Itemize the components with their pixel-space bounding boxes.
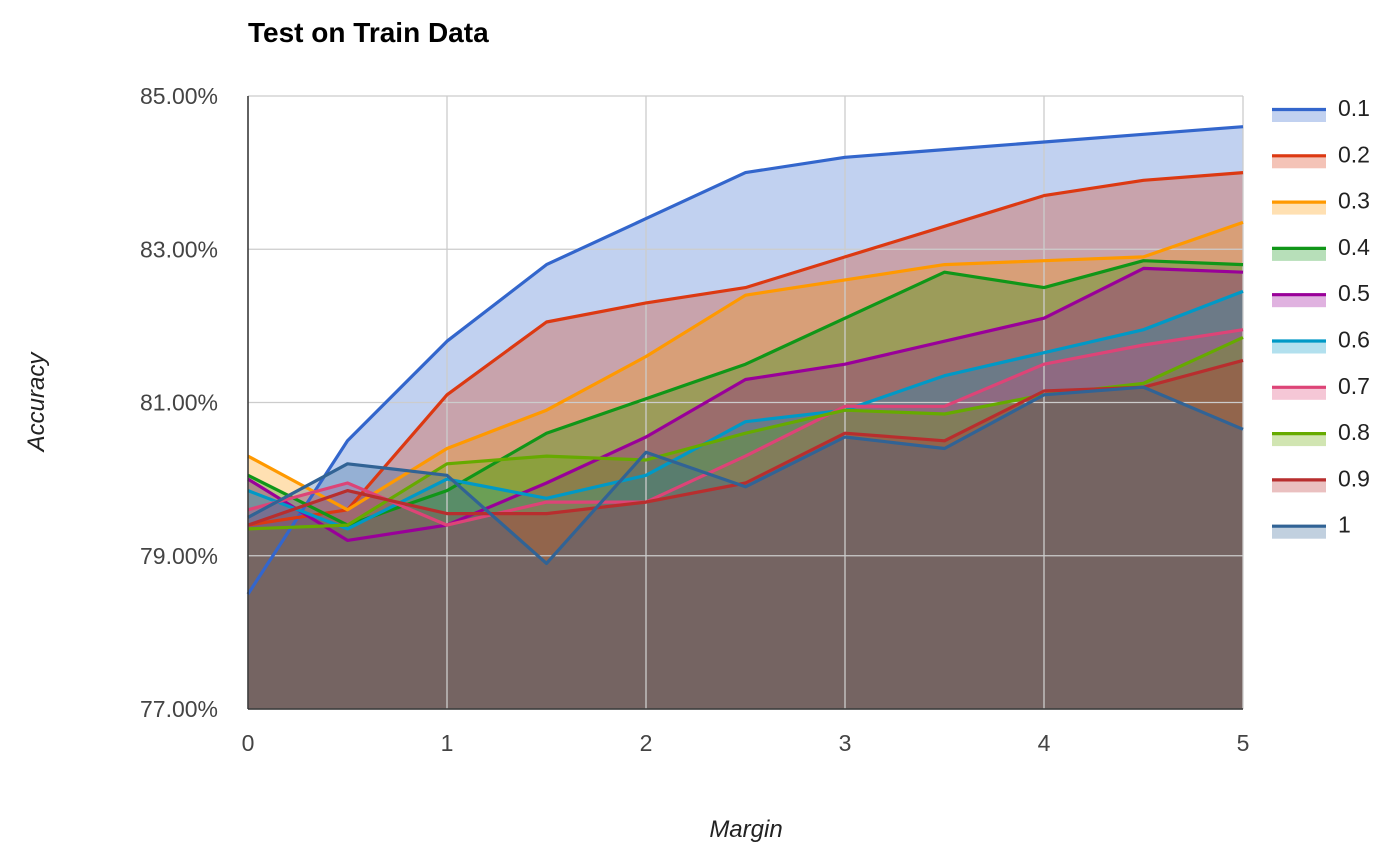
line-series-0.3 bbox=[247, 220, 1244, 512]
area-series-0.2 bbox=[248, 172, 1243, 710]
area-series-0.8 bbox=[248, 337, 1243, 709]
legend-swatch bbox=[1272, 246, 1326, 261]
y-tick-label: 81.00% bbox=[140, 390, 218, 416]
line-series-0.6 bbox=[247, 289, 1244, 531]
area-series-0.4 bbox=[248, 260, 1243, 709]
legend-label: 0.8 bbox=[1338, 419, 1370, 445]
area-series-0.9 bbox=[248, 360, 1243, 709]
y-tick-label: 85.00% bbox=[140, 83, 218, 109]
legend-label: 0.1 bbox=[1338, 95, 1370, 121]
legend: 0.1 0.2 0.3 0.4 0.5 0.6 0.7 0.8 0.9 1 bbox=[1272, 95, 1370, 539]
area-series-0.1 bbox=[248, 126, 1243, 709]
legend-item-0.4: 0.4 bbox=[1272, 234, 1370, 261]
plot-areas bbox=[248, 126, 1243, 710]
legend-swatch bbox=[1272, 108, 1326, 122]
legend-swatch bbox=[1272, 478, 1326, 493]
legend-swatch bbox=[1272, 524, 1326, 539]
y-axis-label: Accuracy bbox=[23, 351, 50, 454]
axes bbox=[247, 96, 1243, 710]
legend-swatch bbox=[1272, 385, 1326, 400]
x-tick-label: 4 bbox=[1038, 730, 1051, 756]
legend-label: 0.3 bbox=[1338, 188, 1370, 214]
legend-swatch bbox=[1272, 200, 1326, 215]
x-tick-label: 2 bbox=[640, 730, 653, 756]
legend-swatch bbox=[1272, 154, 1326, 169]
legend-label: 0.6 bbox=[1338, 327, 1370, 353]
y-axis-ticks: 77.00% 79.00% 81.00% 83.00% 85.00% bbox=[140, 83, 218, 722]
x-tick-label: 1 bbox=[441, 730, 454, 756]
legend-item-0.6: 0.6 bbox=[1272, 327, 1370, 354]
x-tick-label: 3 bbox=[839, 730, 852, 756]
y-tick-label: 77.00% bbox=[140, 696, 218, 722]
line-series-0.4 bbox=[247, 259, 1244, 527]
x-tick-label: 0 bbox=[242, 730, 255, 756]
legend-item-0.7: 0.7 bbox=[1272, 373, 1370, 400]
plot-lines bbox=[246, 125, 1244, 595]
legend-item-0.2: 0.2 bbox=[1272, 141, 1370, 169]
x-axis-ticks: 0 1 2 3 4 5 bbox=[242, 730, 1250, 756]
legend-swatch bbox=[1272, 339, 1326, 354]
legend-label: 0.4 bbox=[1338, 234, 1370, 260]
legend-item-0.5: 0.5 bbox=[1272, 280, 1370, 308]
legend-item-1: 1 bbox=[1272, 512, 1351, 539]
y-tick-label: 79.00% bbox=[140, 543, 218, 569]
line-series-1 bbox=[247, 385, 1244, 566]
x-axis-label: Margin bbox=[709, 816, 782, 843]
legend-label: 0.5 bbox=[1338, 280, 1370, 306]
chart-title: Test on Train Data bbox=[248, 17, 489, 48]
line-series-0.9 bbox=[247, 358, 1244, 527]
legend-swatch bbox=[1272, 432, 1326, 447]
area-series-0.5 bbox=[248, 268, 1243, 709]
area-series-0.7 bbox=[248, 329, 1243, 709]
legend-item-0.3: 0.3 bbox=[1272, 188, 1370, 215]
area-series-1 bbox=[248, 387, 1243, 709]
y-tick-label: 83.00% bbox=[140, 236, 218, 262]
area-series-0.6 bbox=[248, 291, 1243, 709]
legend-item-0.1: 0.1 bbox=[1272, 95, 1370, 122]
legend-swatch bbox=[1272, 293, 1326, 308]
area-series-0.3 bbox=[248, 222, 1243, 709]
x-tick-label: 5 bbox=[1237, 730, 1250, 756]
line-series-0.5 bbox=[247, 266, 1244, 543]
legend-label: 0.2 bbox=[1338, 141, 1370, 167]
legend-label: 0.9 bbox=[1338, 465, 1370, 491]
legend-label: 1 bbox=[1338, 512, 1351, 538]
line-series-0.2 bbox=[247, 171, 1244, 527]
line-series-0.1 bbox=[246, 125, 1244, 595]
line-series-0.7 bbox=[247, 328, 1244, 527]
legend-item-0.8: 0.8 bbox=[1272, 419, 1370, 447]
legend-item-0.9: 0.9 bbox=[1272, 465, 1370, 493]
legend-label: 0.7 bbox=[1338, 373, 1370, 399]
